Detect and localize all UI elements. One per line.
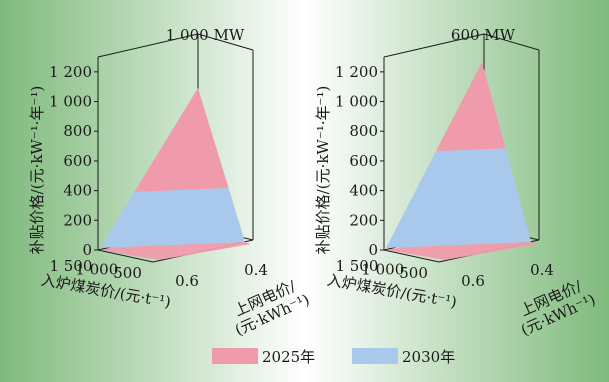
z-tick-label: 0 bbox=[82, 241, 92, 259]
z-tick-label: 400 bbox=[63, 182, 92, 200]
coal-tick-label: 1 500 bbox=[335, 257, 378, 275]
top-back-edge bbox=[97, 33, 199, 58]
z-tick-label: 1 000 bbox=[49, 93, 92, 111]
grid-tick-label: 0.4 bbox=[530, 261, 554, 279]
legend-label-2: 2030年 bbox=[402, 348, 455, 366]
grid-axis-label: 上网电价/(元·kWh⁻¹) bbox=[231, 277, 312, 340]
z-tick-label: 800 bbox=[349, 122, 378, 140]
coal-tick-label: 500 bbox=[113, 264, 142, 282]
top-right-edge bbox=[483, 33, 540, 51]
z-tick-label: 200 bbox=[63, 211, 92, 229]
z-tick-label: 1 000 bbox=[335, 93, 378, 111]
legend-swatch-1 bbox=[212, 348, 258, 364]
top-right-edge bbox=[197, 33, 254, 51]
z-tick-label: 1 200 bbox=[49, 63, 92, 81]
coal-tick-label: 1 500 bbox=[49, 257, 92, 275]
coal-tick-label: 1 000 bbox=[75, 261, 118, 279]
z-tick-label: 1 200 bbox=[335, 63, 378, 81]
chart-title: 1 000 MW bbox=[166, 26, 245, 44]
top-back-edge bbox=[383, 33, 485, 58]
surface-band-2025 bbox=[435, 62, 506, 152]
legend: 2025年 2030年 bbox=[212, 348, 455, 366]
z-axis-label: 补贴价格/(元·kW⁻¹·年⁻¹) bbox=[314, 86, 332, 255]
coal-axis-line bbox=[97, 249, 154, 263]
z-tick-label: 0 bbox=[368, 241, 378, 259]
z-tick-label: 200 bbox=[349, 211, 378, 229]
z-tick-label: 600 bbox=[349, 152, 378, 170]
z-tick-label: 600 bbox=[63, 152, 92, 170]
surface-band-2025 bbox=[134, 88, 229, 192]
legend-swatch-2 bbox=[352, 348, 398, 364]
grid-axis-label: 上网电价/(元·kWh⁻¹) bbox=[517, 277, 598, 340]
grid-tick-label: 0.4 bbox=[244, 261, 268, 279]
surface-band-2030 bbox=[100, 188, 245, 248]
coal-tick-label: 500 bbox=[399, 264, 428, 282]
chart-title: 600 MW bbox=[451, 26, 516, 44]
z-tick-label: 800 bbox=[63, 122, 92, 140]
grid-tick-label: 0.6 bbox=[175, 272, 199, 290]
z-axis-label: 补贴价格/(元·kW⁻¹·年⁻¹) bbox=[28, 86, 46, 255]
surface-band-2030 bbox=[386, 148, 531, 248]
grid-tick-label: 0.6 bbox=[461, 272, 485, 290]
coal-tick-label: 1 000 bbox=[361, 261, 404, 279]
coal-axis-line bbox=[383, 249, 440, 263]
z-tick-label: 400 bbox=[349, 182, 378, 200]
legend-label-1: 2025年 bbox=[262, 348, 315, 366]
